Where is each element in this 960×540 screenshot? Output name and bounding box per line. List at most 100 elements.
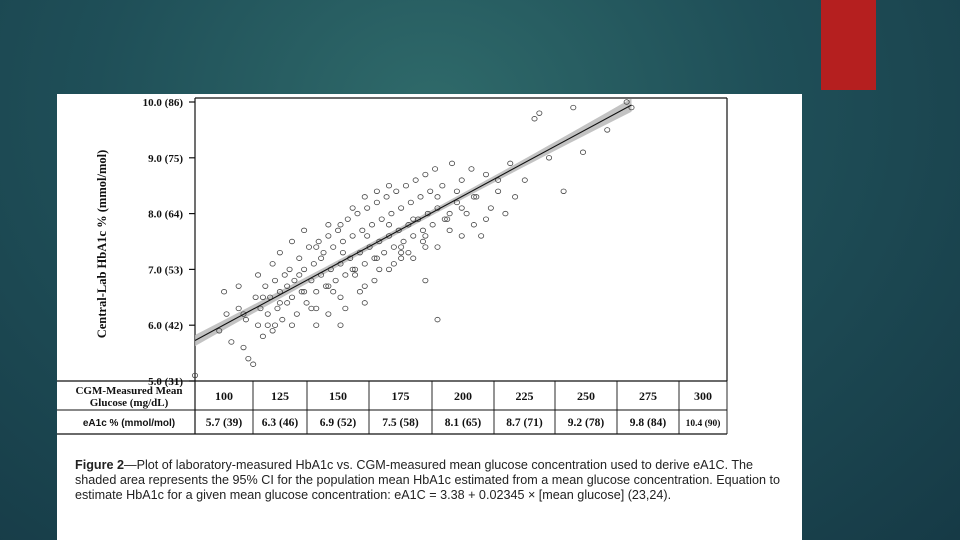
- data-point: [288, 294, 295, 300]
- data-point: [301, 289, 308, 295]
- table-row-label-glucose: CGM-Measured Mean: [75, 385, 182, 397]
- data-point: [405, 222, 412, 228]
- data-point: [337, 322, 344, 328]
- data-point: [255, 272, 262, 278]
- data-point: [242, 316, 249, 323]
- data-point: [313, 305, 320, 312]
- regression-line: [194, 104, 632, 342]
- data-point: [313, 322, 320, 328]
- data-point: [385, 266, 392, 273]
- table-glucose-cell: 225: [516, 389, 534, 403]
- data-point: [240, 311, 247, 317]
- table-glucose-cell: 200: [454, 389, 472, 403]
- data-point: [444, 216, 451, 222]
- data-point: [349, 205, 356, 211]
- data-point: [434, 316, 441, 323]
- data-point: [410, 233, 417, 239]
- data-point: [255, 322, 262, 328]
- data-point: [439, 182, 446, 189]
- data-point: [419, 227, 426, 234]
- data-point: [482, 171, 489, 178]
- data-point: [342, 305, 349, 312]
- data-point: [279, 316, 286, 323]
- data-point: [240, 344, 247, 351]
- data-point: [318, 255, 325, 261]
- data-point: [288, 238, 295, 245]
- data-point: [361, 300, 368, 306]
- data-point: [422, 277, 429, 284]
- data-point: [487, 205, 494, 211]
- data-point: [264, 322, 271, 328]
- data-point: [291, 277, 298, 284]
- data-point: [354, 210, 361, 217]
- data-point: [371, 255, 378, 261]
- data-point: [288, 322, 295, 328]
- data-point: [301, 227, 308, 234]
- data-point: [376, 238, 383, 245]
- data-point: [536, 110, 543, 116]
- data-point: [398, 205, 405, 211]
- data-point: [364, 233, 371, 239]
- data-point: [371, 277, 378, 284]
- data-point: [463, 210, 470, 217]
- data-point: [361, 261, 368, 267]
- data-point: [269, 261, 276, 267]
- data-point: [560, 188, 567, 194]
- data-point: [228, 339, 235, 345]
- y-tick-label: 6.0 (42): [148, 320, 183, 332]
- data-point: [381, 249, 388, 256]
- data-point: [478, 233, 485, 239]
- data-point: [378, 216, 385, 222]
- data-point: [305, 244, 312, 250]
- data-point: [349, 266, 356, 273]
- data-point: [495, 177, 502, 183]
- data-point: [398, 249, 405, 256]
- table-ea1c-cell: 8.7 (71): [506, 417, 543, 429]
- data-point: [330, 244, 337, 250]
- data-point: [335, 227, 342, 234]
- data-point: [470, 222, 477, 228]
- data-point: [332, 277, 339, 284]
- table-glucose-cell: 275: [639, 389, 657, 403]
- figure-card: 5.0 (31) 6.0 (42) 7.0 (53) 8.0 (64) 9.0 (75)…: [57, 94, 802, 540]
- figure-caption: Figure 2—Plot of laboratory-measured HbA…: [75, 458, 785, 503]
- data-point: [310, 261, 317, 267]
- data-point: [272, 277, 279, 284]
- data-point: [482, 216, 489, 222]
- data-point: [359, 227, 366, 234]
- data-point: [446, 210, 453, 217]
- data-point: [286, 266, 293, 273]
- data-point: [402, 182, 409, 189]
- data-point: [507, 160, 514, 167]
- data-point: [531, 116, 538, 122]
- data-point: [495, 188, 502, 194]
- table-row-label-ea1c: eA1c % (mmol/mol): [83, 418, 175, 429]
- data-point: [422, 244, 429, 250]
- data-point: [259, 294, 266, 300]
- table-ea1c-cell: 6.3 (46): [262, 417, 299, 429]
- data-point: [298, 289, 305, 295]
- data-point: [369, 222, 376, 228]
- data-point: [337, 294, 344, 300]
- data-point: [296, 272, 303, 278]
- data-point: [410, 216, 417, 222]
- data-point: [284, 300, 291, 306]
- data-point: [512, 194, 519, 200]
- data-point: [276, 289, 283, 295]
- data-point: [276, 249, 283, 256]
- y-tick-label: 5.0 (31): [148, 376, 183, 388]
- caption-text: —Plot of laboratory-measured HbA1c vs. C…: [75, 458, 780, 502]
- data-point: [320, 249, 327, 256]
- data-point: [352, 272, 359, 278]
- data-point: [449, 160, 456, 167]
- data-point: [313, 244, 320, 250]
- data-point: [315, 238, 322, 245]
- data-point: [313, 289, 320, 295]
- data-point: [330, 289, 337, 295]
- data-point: [502, 210, 509, 217]
- data-point: [395, 227, 402, 234]
- table-row-label-glucose-unit: Glucose (mg/dL): [90, 397, 169, 409]
- data-point: [623, 99, 630, 105]
- data-point: [422, 171, 429, 178]
- table-ea1c-cell: 8.1 (65): [445, 417, 482, 429]
